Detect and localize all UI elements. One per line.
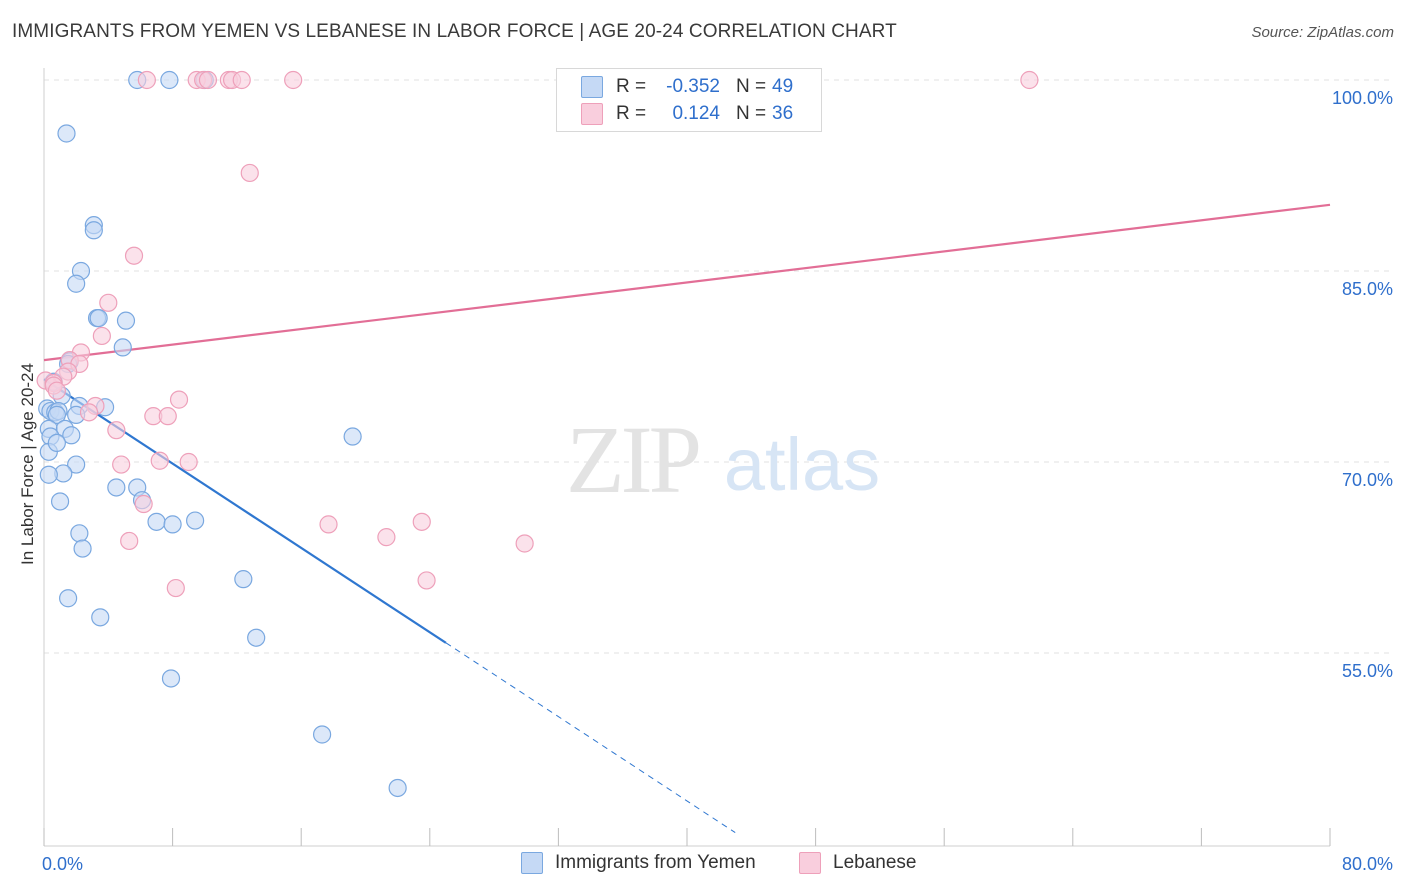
y-tick-label: 85.0% (1342, 279, 1393, 299)
watermark-atlas: atlas (724, 423, 880, 506)
point-yemen (186, 511, 205, 530)
legend-swatch-lebanese (581, 103, 603, 125)
gridlines (44, 79, 1392, 654)
point-yemen (89, 309, 108, 328)
point-yemen (47, 433, 66, 452)
point-lebanese (179, 452, 198, 472)
legend-n-value: 36 (772, 103, 794, 124)
point-yemen (160, 70, 179, 90)
trend-line-yemen-extension (445, 642, 736, 834)
point-yemen (62, 426, 81, 445)
trend-line-lebanese (43, 203, 1331, 362)
point-lebanese (158, 407, 177, 426)
point-yemen (388, 778, 407, 798)
legend-swatch-lebanese (799, 852, 821, 874)
legend-label-yemen: Immigrants from Yemen (555, 852, 756, 873)
legend-label-lebanese: Lebanese (833, 852, 917, 873)
watermark-zip: ZIP (566, 406, 699, 513)
point-lebanese (92, 326, 111, 346)
point-lebanese (417, 571, 436, 590)
watermark: ZIP atlas (566, 406, 880, 513)
point-lebanese (120, 531, 139, 551)
point-yemen (163, 515, 182, 534)
point-yemen (107, 478, 126, 497)
chart-title: IMMIGRANTS FROM YEMEN VS LEBANESE IN LAB… (12, 21, 897, 42)
point-yemen (116, 311, 136, 330)
point-lebanese (284, 70, 303, 90)
x-tick-label: 80.0% (1342, 854, 1393, 874)
legend-item-lebanese[interactable]: Lebanese (799, 852, 916, 874)
point-lebanese (107, 421, 126, 440)
point-yemen (57, 124, 76, 143)
point-lebanese (124, 246, 144, 265)
legend-r-value: -0.352 (666, 76, 720, 97)
point-lebanese (240, 163, 259, 183)
tick-labels: 55.0% 70.0% 85.0% 100.0% 0.0% 80.0% (42, 88, 1393, 874)
point-yemen (234, 570, 253, 589)
point-lebanese (134, 494, 153, 514)
point-lebanese (47, 381, 66, 400)
point-lebanese (232, 70, 251, 90)
point-yemen (84, 221, 103, 240)
point-lebanese (412, 512, 431, 531)
trend-lines (43, 203, 1331, 834)
point-yemen (91, 608, 110, 627)
point-lebanese (99, 293, 118, 312)
legend-r-value: 0.124 (672, 103, 720, 124)
point-yemen (161, 669, 181, 688)
legend-row-lebanese: R = 0.124 N = 36 (581, 101, 793, 127)
legend-r-label: R = (616, 76, 647, 97)
y-tick-label: 70.0% (1342, 470, 1393, 490)
point-lebanese (377, 528, 396, 547)
point-yemen (247, 628, 266, 647)
legend-n-label: N = (736, 103, 767, 124)
point-yemen (147, 512, 166, 531)
point-lebanese (1020, 70, 1039, 90)
legend-item-yemen[interactable]: Immigrants from Yemen (521, 852, 756, 874)
legend-n-label: N = (736, 76, 767, 97)
stats-legend: R = -0.352 N = 49 R = 0.124 N = 36 (556, 68, 822, 132)
point-lebanese (112, 455, 131, 474)
legend-n-value: 49 (772, 76, 794, 97)
point-lebanese (319, 515, 338, 534)
point-yemen (50, 492, 70, 511)
point-yemen (113, 338, 132, 357)
point-lebanese (515, 534, 534, 553)
point-lebanese (198, 70, 218, 90)
point-yemen (39, 465, 58, 484)
point-yemen (73, 539, 92, 558)
point-yemen (67, 455, 86, 474)
point-yemen (343, 427, 362, 446)
point-lebanese (166, 578, 185, 598)
point-yemen (67, 274, 86, 293)
source-label: Source: ZipAtlas.com (1251, 24, 1394, 41)
point-lebanese (137, 70, 156, 90)
y-tick-label: 100.0% (1332, 88, 1393, 108)
trend-line-yemen (43, 378, 447, 644)
point-yemen (70, 524, 89, 543)
data-points (36, 70, 1039, 798)
legend-r-label: R = (616, 103, 647, 124)
series-legend: Immigrants from Yemen Lebanese (0, 852, 1406, 878)
point-lebanese (79, 403, 99, 422)
point-yemen (47, 405, 66, 424)
point-lebanese (169, 390, 189, 409)
point-yemen (312, 725, 332, 744)
x-tick-label: 0.0% (42, 854, 83, 874)
legend-swatch-yemen (521, 852, 543, 874)
legend-row-yemen: R = -0.352 N = 49 (581, 74, 793, 100)
legend-swatch-yemen (581, 76, 603, 98)
y-tick-label: 55.0% (1342, 661, 1393, 681)
point-lebanese (150, 451, 169, 470)
point-yemen (59, 589, 78, 608)
